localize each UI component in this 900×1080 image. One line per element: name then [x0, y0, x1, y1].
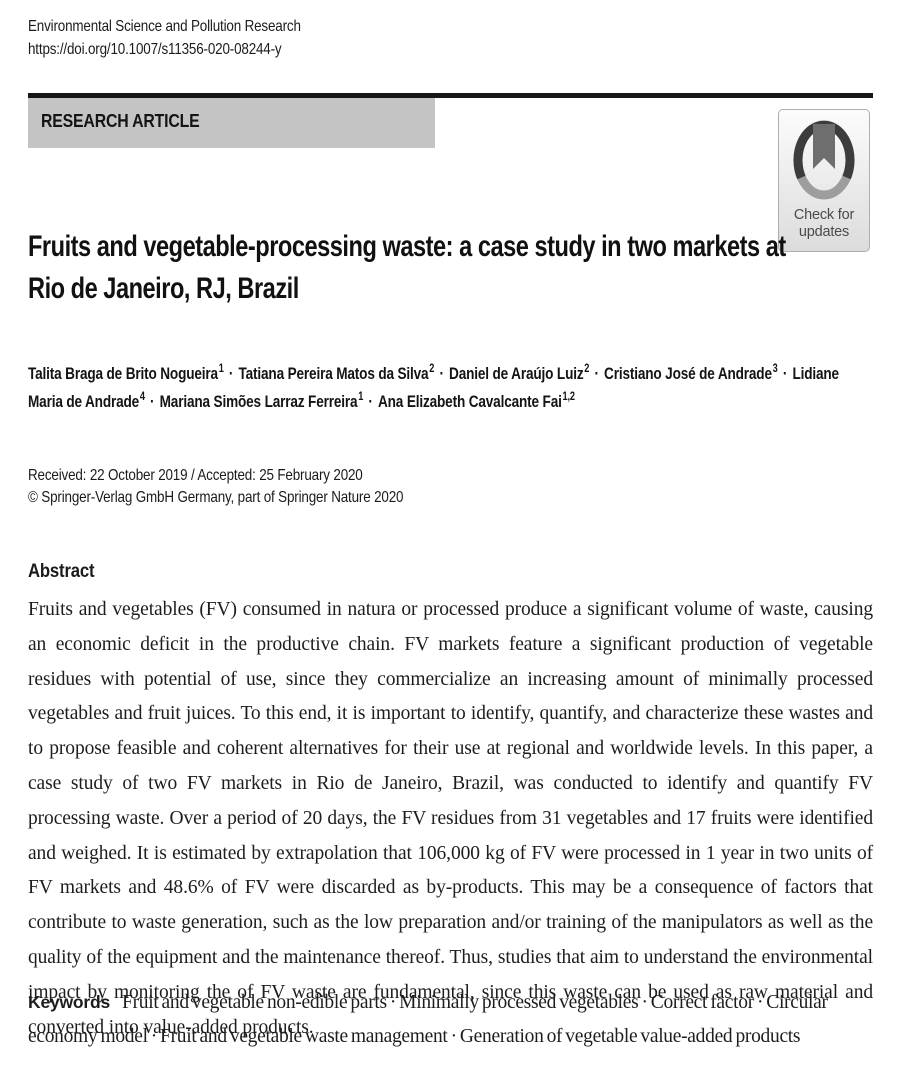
- author-affiliation-sup: 1,2: [562, 391, 575, 404]
- author-separator: ·: [225, 364, 237, 383]
- author-affiliation-sup: 1: [358, 391, 364, 404]
- author-name: Tatiana Pereira Matos da Silva: [238, 364, 429, 383]
- copyright-line: © Springer-Verlag GmbH Germany, part of …: [28, 489, 404, 506]
- keywords-block: Keywords Fruit and vegetable non-edible p…: [28, 985, 873, 1054]
- doi-text: https://doi.org/10.1007/s11356-020-08244…: [28, 41, 282, 58]
- author-name: Talita Braga de Brito Nogueira: [28, 364, 218, 383]
- author-separator: ·: [364, 392, 377, 411]
- author-name: Cristiano José de Andrade: [604, 364, 772, 383]
- badge-text-line2: updates: [798, 224, 850, 240]
- keyword-list: Fruit and vegetable non-edible parts · M…: [28, 992, 828, 1047]
- crossmark-icon: [793, 120, 855, 200]
- author-name: Daniel de Araújo Luiz: [449, 364, 584, 383]
- author-separator: ·: [779, 364, 791, 383]
- keywords-label: Keywords: [28, 992, 111, 1012]
- author-affiliation-sup: 2: [429, 363, 435, 376]
- author-separator: ·: [590, 364, 603, 383]
- author-name: Mariana Simões Larraz Ferreira: [159, 392, 358, 411]
- header-rule: [28, 93, 873, 98]
- received-accepted-line: Received: 22 October 2019 / Accepted: 25…: [28, 467, 363, 484]
- author-affiliation-sup: 2: [584, 363, 590, 376]
- check-for-updates-badge[interactable]: Check for updates: [778, 109, 870, 252]
- article-type-bar: RESEARCH ARTICLE: [28, 98, 435, 148]
- author-affiliation-sup: 1: [218, 363, 224, 376]
- article-title: Fruits and vegetable-processing waste: a…: [28, 230, 786, 305]
- author-name: Ana Elizabeth Cavalcante Fai: [378, 392, 562, 411]
- author-affiliation-sup: 3: [772, 363, 778, 376]
- author-name: Lidiane Maria de Andrade: [28, 364, 839, 411]
- abstract-heading: Abstract: [28, 561, 95, 582]
- abstract-text: Fruits and vegetables (FV) consumed in n…: [28, 599, 873, 1038]
- author-affiliation-sup: 4: [139, 391, 145, 404]
- author-separator: ·: [435, 364, 448, 383]
- author-separator: ·: [146, 392, 159, 411]
- article-type-label: RESEARCH ARTICLE: [41, 111, 200, 131]
- journal-name: Environmental Science and Pollution Rese…: [28, 18, 301, 35]
- author-list: Talita Braga de Brito Nogueira1 · Tatian…: [28, 360, 872, 416]
- badge-text-line1: Check for: [793, 207, 855, 223]
